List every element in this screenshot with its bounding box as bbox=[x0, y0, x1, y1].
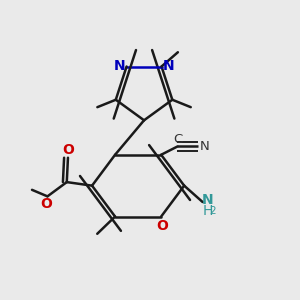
Text: N: N bbox=[163, 58, 175, 73]
Text: O: O bbox=[40, 196, 52, 211]
Text: 2: 2 bbox=[209, 206, 216, 216]
Text: N: N bbox=[202, 193, 214, 207]
Text: N: N bbox=[113, 58, 125, 73]
Text: N: N bbox=[200, 140, 210, 153]
Text: H: H bbox=[203, 204, 213, 218]
Text: C: C bbox=[173, 134, 183, 146]
Text: O: O bbox=[157, 219, 169, 233]
Text: O: O bbox=[63, 143, 74, 157]
